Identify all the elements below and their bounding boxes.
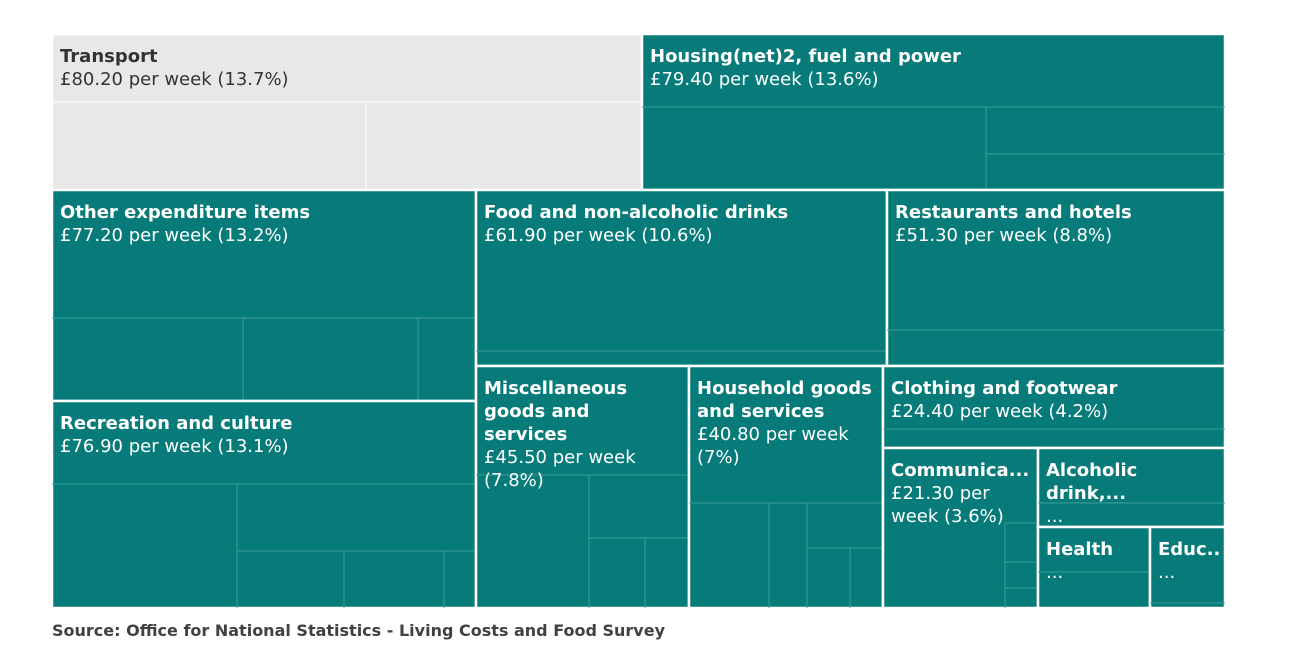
tile-recreation-and-culture[interactable] xyxy=(50,399,478,610)
tile-restaurants-and-hotels-name: Restaurants and hotels xyxy=(895,202,1132,223)
tile-communica-name: Communica... xyxy=(891,460,1028,481)
tile-alcoholic-drink-label: Alcoholic drink,...... xyxy=(1038,459,1218,524)
tile-alcoholic-drink-name: Alcoholic drink,... xyxy=(1046,460,1138,504)
tile-other-expenditure-items-label: Other expenditure items £77.20 per week (… xyxy=(52,201,467,398)
tile-health-label: Health... xyxy=(1038,538,1143,605)
tile-household-goods-and-services-name: Household goods and services xyxy=(697,378,872,422)
tile-health-value: ... xyxy=(1046,562,1064,583)
tile-household-goods-and-services[interactable] xyxy=(687,364,885,610)
tile-educ-name: Educ... xyxy=(1158,539,1220,560)
tile-food-and-non-alcoholic-drinks-name: Food and non-alcoholic drinks xyxy=(484,202,789,223)
tile-other-expenditure-items-name: Other expenditure items xyxy=(60,202,311,223)
tile-health-name: Health xyxy=(1046,539,1114,560)
tile-housing-net-2-fuel-and-power-value: £79.40 per week (13.6%) xyxy=(650,69,879,90)
tile-recreation-and-culture-label: Recreation and culture £76.90 per week (1… xyxy=(52,412,467,605)
tile-miscellaneous-goods-and-services[interactable] xyxy=(474,364,691,610)
tile-clothing-and-footwear-name: Clothing and footwear xyxy=(891,378,1118,399)
tile-clothing-and-footwear-value: £24.40 per week (4.2%) xyxy=(891,401,1109,422)
tile-restaurants-and-hotels-value: £51.30 per week (8.8%) xyxy=(895,225,1113,246)
tile-educ-label: Educ...... xyxy=(1150,538,1220,605)
tile-educ[interactable] xyxy=(1148,525,1227,610)
tile-transport-value: £80.20 per week (13.7%) xyxy=(60,69,289,90)
tile-clothing-and-footwear[interactable] xyxy=(881,364,1227,450)
tile-household-goods-and-services-value: £40.80 per week (7%) xyxy=(697,424,849,468)
tile-miscellaneous-goods-and-services-value: £45.50 per week (7.8%) xyxy=(484,447,636,491)
tile-clothing-and-footwear-label: Clothing and footwear £24.40 per week (4.… xyxy=(883,377,1218,445)
tile-restaurants-and-hotels-label: Restaurants and hotels £51.30 per week (8… xyxy=(887,201,1217,363)
tile-housing-net-2-fuel-and-power-label: Housing(net)2, fuel and power £79.40 per … xyxy=(642,45,1217,187)
tile-housing-net-2-fuel-and-power-name: Housing(net)2, fuel and power xyxy=(650,46,961,67)
tile-alcoholic-drink[interactable] xyxy=(1036,446,1227,529)
tile-other-expenditure-items-value: £77.20 per week (13.2%) xyxy=(60,225,289,246)
tile-communica-label: Communica... £21.30 per week (3.6%) xyxy=(883,459,1028,605)
tile-communica-value: £21.30 per week (3.6%) xyxy=(891,483,1004,527)
tile-household-goods-and-services-label: Household goods and services £40.80 per w… xyxy=(689,377,874,605)
chart-source: Source: Office for National Statistics -… xyxy=(52,621,665,640)
tile-alcoholic-drink-value: ... xyxy=(1046,506,1064,524)
tile-transport[interactable] xyxy=(50,32,644,192)
tile-other-expenditure-items[interactable] xyxy=(50,188,478,403)
tile-recreation-and-culture-name: Recreation and culture xyxy=(60,413,293,434)
tile-educ-value: ... xyxy=(1158,562,1176,583)
tile-communica[interactable] xyxy=(881,446,1040,610)
tile-transport-name: Transport xyxy=(60,46,158,67)
tile-health[interactable] xyxy=(1036,525,1152,610)
tile-recreation-and-culture-value: £76.90 per week (13.1%) xyxy=(60,436,289,457)
tile-housing-net-2-fuel-and-power[interactable] xyxy=(640,32,1227,192)
tile-food-and-non-alcoholic-drinks-value: £61.90 per week (10.6%) xyxy=(484,225,713,246)
tile-miscellaneous-goods-and-services-name: Miscellaneous goods and services xyxy=(484,378,628,445)
tile-miscellaneous-goods-and-services-label: Miscellaneous goods and services £45.50 p… xyxy=(476,377,676,605)
tile-food-and-non-alcoholic-drinks-label: Food and non-alcoholic drinks £61.90 per … xyxy=(476,201,876,363)
tile-transport-label: Transport £80.20 per week (13.7%) xyxy=(52,45,632,187)
